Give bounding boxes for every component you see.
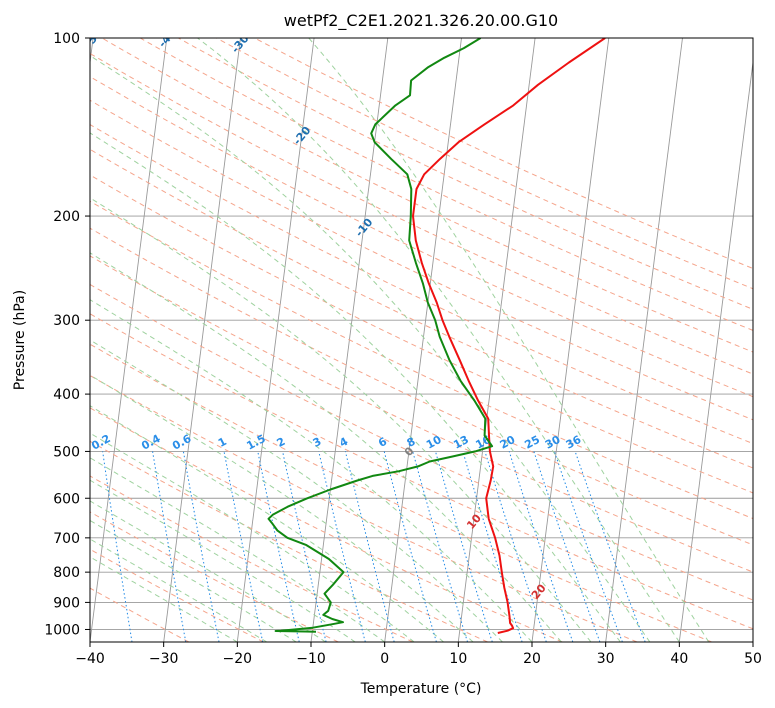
mixing-ratio-line xyxy=(533,451,601,642)
y-axis-label: Pressure (hPa) xyxy=(12,290,28,390)
mixing-ratio-line xyxy=(508,451,574,642)
isotherm-line xyxy=(457,38,536,642)
dry-adiabats xyxy=(90,38,753,642)
y-tick-label: 900 xyxy=(53,595,80,611)
isotherm-line xyxy=(384,38,462,642)
plot-frame xyxy=(89,37,754,643)
mixing-ratio-label: 25 xyxy=(522,433,542,452)
y-tick-label: 100 xyxy=(53,31,80,47)
mixing-ratio-label: 13 xyxy=(451,433,471,452)
mixing-ratio-label: 36 xyxy=(564,433,584,452)
plot-area: 0.10.20.40.611.52346810131620253036-100-… xyxy=(90,38,753,642)
dry-adiabat-line xyxy=(90,283,753,601)
dry-adiabat-line xyxy=(90,123,753,445)
dry-adiabat-line xyxy=(90,255,753,573)
dry-adiabat-line xyxy=(178,38,753,310)
moist-adiabat-line xyxy=(90,55,651,642)
moist-adiabat-line xyxy=(90,519,297,642)
isotherm-line xyxy=(236,38,315,642)
x-tick-label: 50 xyxy=(744,651,762,667)
isotherm-line xyxy=(678,58,753,642)
dry-adiabat-line xyxy=(90,475,414,642)
x-tick-label: −20 xyxy=(223,651,253,667)
isobar-grid xyxy=(90,38,753,630)
x-tick-label: 0 xyxy=(380,651,389,667)
dry-adiabat-line xyxy=(216,38,753,290)
moist-adiabat-line xyxy=(90,252,562,642)
x-tick-label: 40 xyxy=(670,651,688,667)
x-axis-label: Temperature (°C) xyxy=(360,681,482,697)
y-tick-label: 500 xyxy=(53,444,80,460)
isotherm-line xyxy=(90,38,168,642)
y-tick-label: 700 xyxy=(53,531,80,547)
mixing-ratio-label: 10 xyxy=(424,433,444,452)
mixing-ratio-label: 20 xyxy=(498,433,518,452)
mixing-ratio-line xyxy=(412,451,468,642)
y-tick-label: 200 xyxy=(53,209,80,225)
x-axis: −40 −30 −20 −10 0 10 20 30 40 50 xyxy=(75,642,762,667)
dry-adiabat-line xyxy=(101,38,753,353)
y-tick-label: 600 xyxy=(53,491,80,507)
moist-adiabat-line xyxy=(90,538,268,642)
mixing-ratio-line xyxy=(102,451,133,642)
moist-adiabat-line xyxy=(90,374,474,642)
y-tick-label: 400 xyxy=(53,387,80,403)
moist-adiabat-line xyxy=(90,339,503,642)
moist-adiabat-line xyxy=(90,405,444,642)
temperature-line xyxy=(412,38,606,634)
mixing-ratio-line xyxy=(484,451,547,642)
x-tick-label: −10 xyxy=(296,651,326,667)
mixing-ratio-line xyxy=(383,451,437,642)
moist-adiabat-line xyxy=(90,299,533,642)
dry-adiabat-line xyxy=(90,76,753,398)
y-tick-label: 1000 xyxy=(44,622,80,638)
x-tick-label: 20 xyxy=(523,651,541,667)
dry-adiabat-line xyxy=(90,52,753,375)
dry-adiabat-line xyxy=(90,343,712,642)
mixing-ratio-lines xyxy=(102,451,646,642)
dry-adiabat-line xyxy=(90,200,753,520)
x-tick-label: −30 xyxy=(149,651,179,667)
moist-adiabat-line xyxy=(90,432,415,642)
x-tick-label: 10 xyxy=(449,651,467,667)
dewpoint-line xyxy=(267,38,494,633)
y-axis: 100 200 300 400 500 600 700 800 900 1000 xyxy=(44,31,90,638)
moist-adiabats xyxy=(90,38,710,642)
moist-adiabat-line xyxy=(308,38,710,642)
mixing-ratio-line xyxy=(553,451,623,642)
mixing-ratio-line xyxy=(344,451,395,642)
mixing-ratio-line xyxy=(462,451,523,642)
mixing-ratio-line xyxy=(318,451,366,642)
x-tick-label: −40 xyxy=(75,651,105,667)
isotherm-line xyxy=(163,38,241,642)
moist-adiabat-line xyxy=(90,479,356,642)
mixing-ratio-line xyxy=(257,451,300,642)
mixing-ratio-label: 30 xyxy=(543,433,563,452)
x-tick-label: 30 xyxy=(597,651,615,667)
chart-title: wetPf2_C2E1.2021.326.20.00.G10 xyxy=(284,11,558,31)
dry-adiabat-line xyxy=(90,99,753,421)
mixing-ratio-line xyxy=(435,451,493,642)
profile-series xyxy=(267,38,606,634)
moist-adiabat-line xyxy=(90,500,326,642)
dry-adiabat-line xyxy=(90,227,753,546)
moist-adiabat-line xyxy=(90,556,238,642)
dry-adiabat-line xyxy=(90,440,488,642)
dry-adiabat-line xyxy=(90,511,339,642)
isotherm-line xyxy=(605,38,683,642)
moist-adiabat-line xyxy=(90,132,621,642)
mixing-ratio-line xyxy=(282,451,327,642)
y-tick-label: 300 xyxy=(53,313,80,329)
moist-adiabat-line xyxy=(197,38,680,642)
y-tick-label: 800 xyxy=(53,565,80,581)
mixing-ratio-line xyxy=(574,451,646,642)
